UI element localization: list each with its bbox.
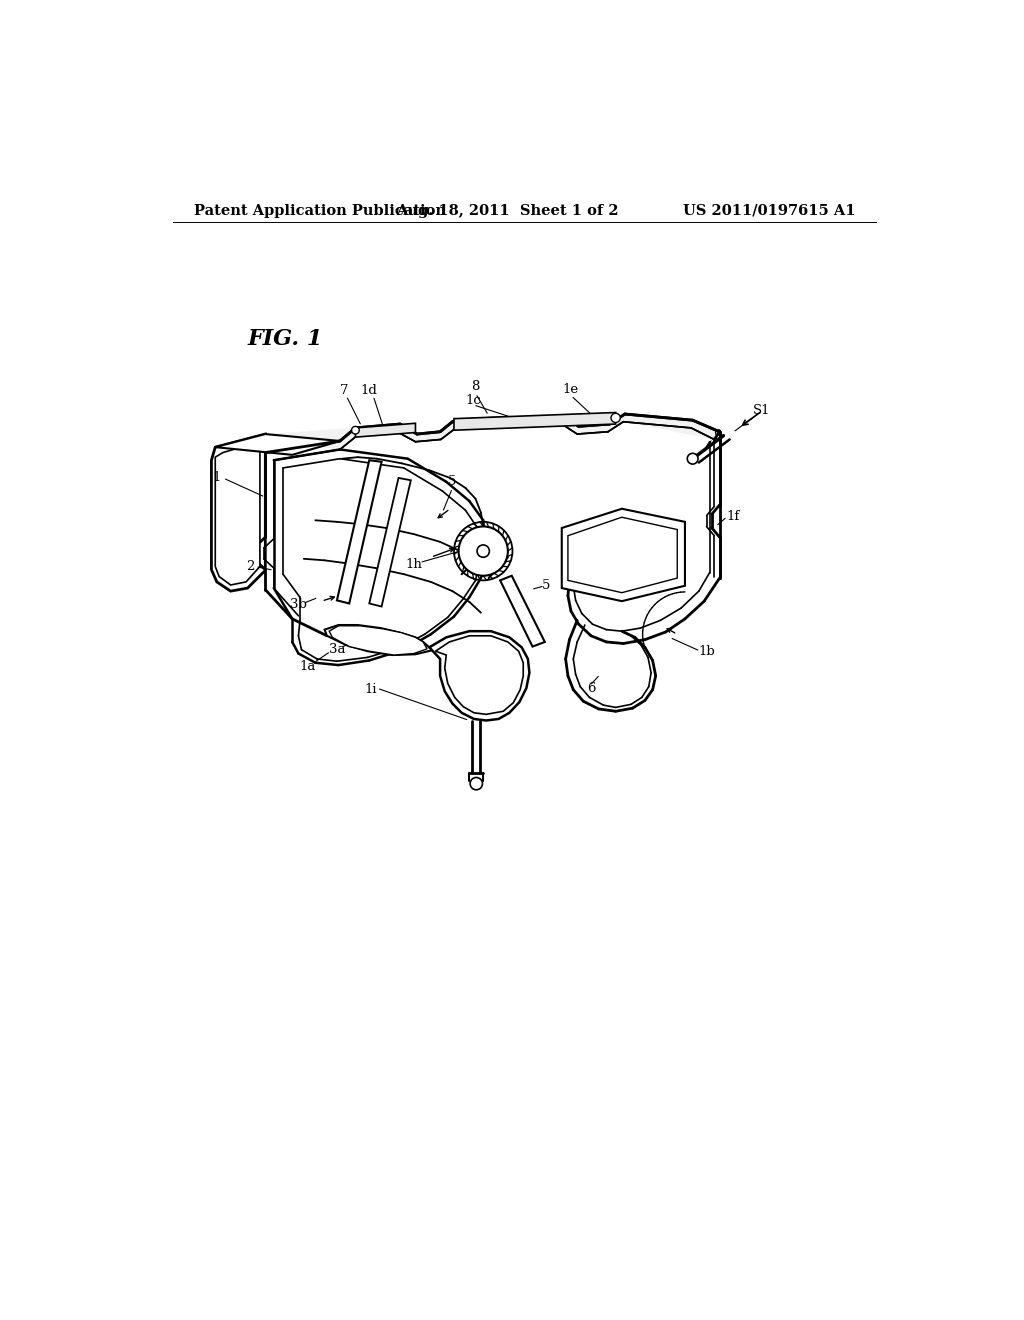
Text: 1e: 1e xyxy=(563,383,579,396)
Circle shape xyxy=(611,413,621,422)
Text: 1g: 1g xyxy=(593,537,610,550)
Circle shape xyxy=(351,426,359,434)
Polygon shape xyxy=(215,434,340,455)
Polygon shape xyxy=(562,508,685,601)
Text: 3: 3 xyxy=(504,676,512,689)
Text: 9: 9 xyxy=(713,429,722,442)
Polygon shape xyxy=(265,414,720,449)
Text: 3b: 3b xyxy=(290,598,307,611)
Polygon shape xyxy=(435,636,523,714)
Text: FIG. 1: FIG. 1 xyxy=(248,329,323,350)
Polygon shape xyxy=(330,626,427,655)
Text: 1c: 1c xyxy=(465,395,481,408)
Circle shape xyxy=(687,453,698,465)
Circle shape xyxy=(459,527,508,576)
Circle shape xyxy=(470,777,482,789)
Text: 3a: 3a xyxy=(329,643,345,656)
Polygon shape xyxy=(355,424,416,437)
Text: 2: 2 xyxy=(246,560,254,573)
Text: 1d: 1d xyxy=(360,384,378,397)
Text: 7: 7 xyxy=(340,384,349,397)
Polygon shape xyxy=(500,576,545,647)
Text: 8: 8 xyxy=(471,380,479,393)
Text: 1f: 1f xyxy=(726,510,739,523)
Polygon shape xyxy=(273,449,486,665)
Text: 1: 1 xyxy=(213,471,221,484)
Text: 1h: 1h xyxy=(406,558,422,572)
Polygon shape xyxy=(211,434,265,591)
Text: Patent Application Publication: Patent Application Publication xyxy=(194,203,445,218)
Text: 1i: 1i xyxy=(365,684,377,696)
Text: 1a: 1a xyxy=(299,660,315,673)
Circle shape xyxy=(477,545,489,557)
Polygon shape xyxy=(337,461,382,603)
Text: 6: 6 xyxy=(587,681,595,694)
Text: 5: 5 xyxy=(542,579,551,593)
Polygon shape xyxy=(454,412,615,430)
Polygon shape xyxy=(370,478,411,607)
Text: Aug. 18, 2011  Sheet 1 of 2: Aug. 18, 2011 Sheet 1 of 2 xyxy=(396,203,620,218)
Text: 5: 5 xyxy=(449,475,457,488)
Polygon shape xyxy=(429,631,529,721)
Text: S1: S1 xyxy=(754,404,771,417)
Polygon shape xyxy=(325,626,435,655)
Polygon shape xyxy=(215,442,260,585)
Polygon shape xyxy=(568,517,677,593)
Text: 1b: 1b xyxy=(698,644,715,657)
Text: US 2011/0197615 A1: US 2011/0197615 A1 xyxy=(683,203,856,218)
